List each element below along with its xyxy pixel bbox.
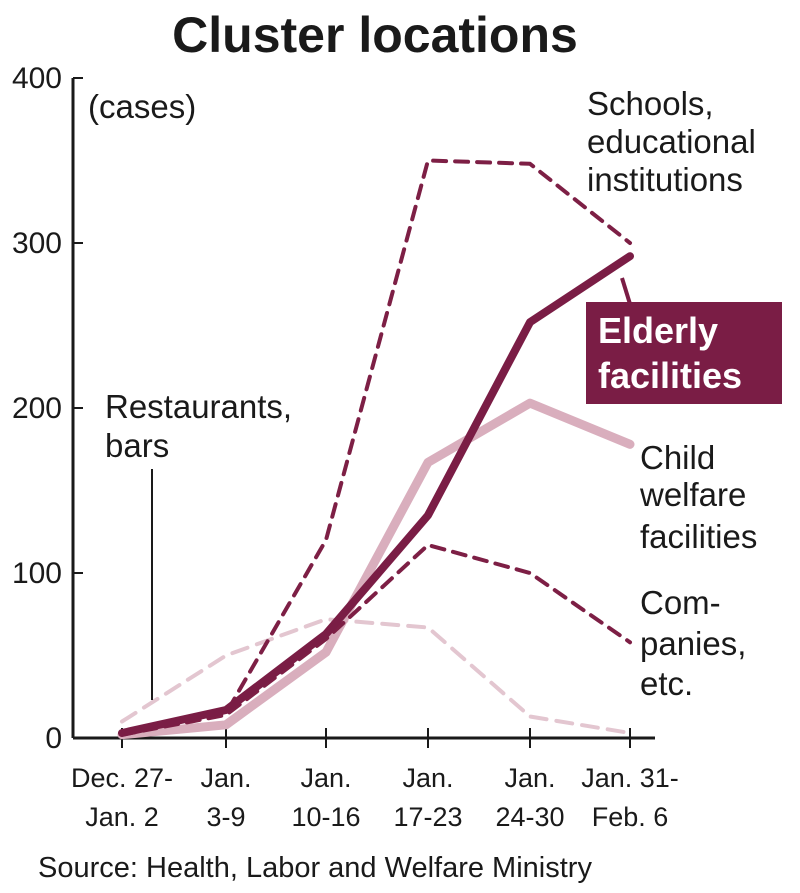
label-restaurants: Restaurants, bars	[105, 388, 292, 700]
label-child-line2: welfare	[639, 476, 746, 513]
x-axis: Dec. 27- Jan. 2 Jan. 3-9 Jan. 10-16 Jan.…	[71, 728, 679, 832]
x-tick-label-5-line1: Jan. 31-	[581, 763, 679, 793]
series-lines	[117, 158, 635, 740]
label-elderly-box	[586, 302, 782, 404]
series-line-schools	[120, 158, 632, 735]
y-unit-label: (cases)	[88, 88, 196, 125]
y-tick-label-400: 400	[12, 62, 62, 95]
x-tick-label-4-line1: Jan.	[504, 763, 555, 793]
x-tick-label-1-line1: Jan.	[200, 763, 251, 793]
x-tick-label-0-line1: Dec. 27-	[71, 763, 173, 793]
y-tick-label-200: 200	[12, 392, 62, 425]
label-child-line3: facilities	[640, 518, 757, 555]
label-elderly: Elderly facilities	[586, 277, 782, 404]
x-tick-label-4-line2: 24-30	[495, 802, 564, 832]
series-labels: Schools, educational institutions Elderl…	[105, 85, 782, 702]
source-note: Source: Health, Labor and Welfare Minist…	[38, 852, 592, 884]
label-companies-line1: Com-	[640, 584, 721, 621]
label-schools-line1: Schools,	[587, 85, 714, 122]
label-elderly-line1: Elderly	[598, 310, 718, 351]
y-tick-label-300: 300	[12, 227, 62, 260]
label-child: Child welfare facilities	[639, 439, 757, 555]
x-tick-label-3-line1: Jan.	[402, 763, 453, 793]
x-tick-label-2-line1: Jan.	[300, 763, 351, 793]
label-schools: Schools, educational institutions	[587, 85, 756, 198]
label-child-line1: Child	[640, 439, 715, 476]
label-companies-line3: etc.	[640, 665, 693, 702]
y-tick-label-100: 100	[12, 557, 62, 590]
label-restaurants-line2: bars	[105, 427, 169, 464]
x-tick-labels: Dec. 27- Jan. 2 Jan. 3-9 Jan. 10-16 Jan.…	[71, 763, 679, 832]
x-tick-label-1-line2: 3-9	[206, 802, 245, 832]
label-restaurants-line1: Restaurants,	[105, 388, 292, 425]
y-axis: 0 100 200 300 400 (cases)	[12, 62, 196, 755]
label-companies-line2: panies,	[640, 625, 746, 662]
series-line-elderly	[118, 252, 634, 737]
y-tick-label-0: 0	[45, 722, 62, 755]
series-line-child	[117, 398, 635, 740]
x-tick-label-2-line2: 10-16	[291, 802, 360, 832]
x-tick-label-3-line2: 17-23	[393, 802, 462, 832]
chart-title: Cluster locations	[172, 7, 578, 63]
label-elderly-leader-line	[620, 277, 632, 305]
x-tick-label-5-line2: Feb. 6	[592, 802, 669, 832]
label-companies: Com- panies, etc.	[640, 584, 746, 702]
label-schools-line3: institutions	[587, 161, 743, 198]
series-line-restaurants	[120, 617, 632, 735]
label-schools-line2: educational	[587, 123, 756, 160]
x-tick-label-0-line2: Jan. 2	[85, 802, 159, 832]
label-elderly-line2: facilities	[598, 355, 742, 396]
